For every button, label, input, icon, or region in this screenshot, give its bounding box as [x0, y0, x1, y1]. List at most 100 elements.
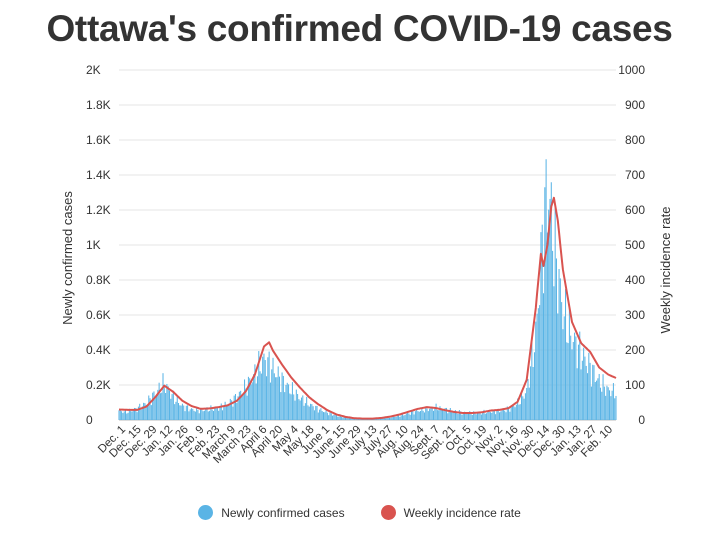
bar [410, 411, 413, 420]
bar [531, 341, 533, 420]
bar [464, 411, 466, 420]
bar [166, 383, 168, 420]
bar [325, 410, 327, 420]
bar [575, 336, 577, 420]
bar [502, 408, 504, 420]
bar [401, 413, 403, 420]
bar [399, 416, 401, 420]
bar [566, 342, 568, 420]
bar [128, 408, 130, 420]
bar [614, 398, 616, 420]
bar [598, 373, 600, 420]
bar [416, 409, 418, 420]
bar [501, 410, 503, 420]
bar [207, 411, 209, 420]
bar [334, 414, 336, 420]
bar [435, 403, 437, 420]
bar [515, 404, 517, 420]
bar [326, 412, 328, 420]
bar [267, 357, 269, 420]
bar [505, 412, 507, 420]
bar [167, 386, 169, 420]
bar [466, 413, 468, 420]
bar [577, 344, 579, 420]
bar [122, 413, 124, 420]
bar [282, 375, 284, 420]
bar [263, 353, 265, 420]
bar [427, 411, 429, 420]
bar [312, 406, 314, 420]
bar [483, 409, 485, 420]
bar [497, 408, 499, 420]
bar [285, 385, 287, 420]
bar [469, 411, 471, 420]
bar [258, 351, 260, 420]
bar [256, 376, 259, 420]
bar [550, 182, 552, 420]
bar [310, 403, 312, 420]
bar [211, 409, 213, 420]
bar [188, 411, 190, 420]
y-left-tick-label: 1.4K [86, 168, 111, 182]
bar [409, 414, 411, 420]
bar [297, 394, 299, 420]
bar [348, 417, 350, 420]
bar [528, 387, 530, 420]
bar [320, 408, 322, 420]
bar [543, 293, 545, 420]
bar [237, 396, 239, 420]
bar [592, 364, 594, 420]
bar [387, 416, 389, 420]
bar [593, 365, 595, 420]
bar [473, 411, 475, 420]
bar [504, 410, 506, 420]
y-left-tick-label: 1.6K [86, 133, 111, 147]
bar [588, 352, 590, 420]
bar [414, 411, 416, 420]
bar [284, 392, 286, 420]
bar [548, 209, 550, 420]
bar [159, 393, 161, 420]
bar [491, 412, 493, 420]
bar [540, 232, 542, 420]
y-right-tick-label: 900 [625, 98, 645, 112]
bar [143, 402, 145, 420]
bar [307, 405, 309, 420]
bar [563, 316, 565, 420]
bar [227, 405, 229, 420]
bar [590, 386, 592, 420]
bar [439, 406, 441, 420]
bar [228, 404, 230, 420]
bar [171, 394, 173, 420]
bar [262, 356, 264, 420]
bar [304, 403, 306, 420]
bar [518, 404, 520, 420]
bar [567, 343, 569, 420]
bar [225, 405, 227, 420]
bar [220, 403, 222, 420]
bar [422, 410, 424, 420]
bar [495, 414, 497, 420]
bar [602, 374, 604, 420]
bar [517, 398, 519, 420]
legend-item-cases[interactable]: Newly confirmed cases [198, 505, 345, 520]
bar [461, 414, 463, 420]
bar [568, 304, 570, 420]
bar [319, 409, 321, 420]
legend-item-incidence[interactable]: Weekly incidence rate [380, 505, 521, 520]
bar [488, 411, 490, 420]
chart-title: Ottawa's confirmed COVID-19 cases [46, 8, 673, 49]
bar [408, 413, 410, 420]
bar [157, 389, 159, 420]
bar [121, 411, 123, 420]
bar [452, 411, 454, 420]
bar [197, 410, 199, 420]
bar [205, 409, 207, 420]
bar [523, 398, 525, 420]
bar [381, 418, 383, 420]
bar [489, 412, 491, 420]
bar [215, 407, 217, 420]
bar [218, 410, 220, 420]
legend-swatch-incidence [380, 505, 396, 520]
